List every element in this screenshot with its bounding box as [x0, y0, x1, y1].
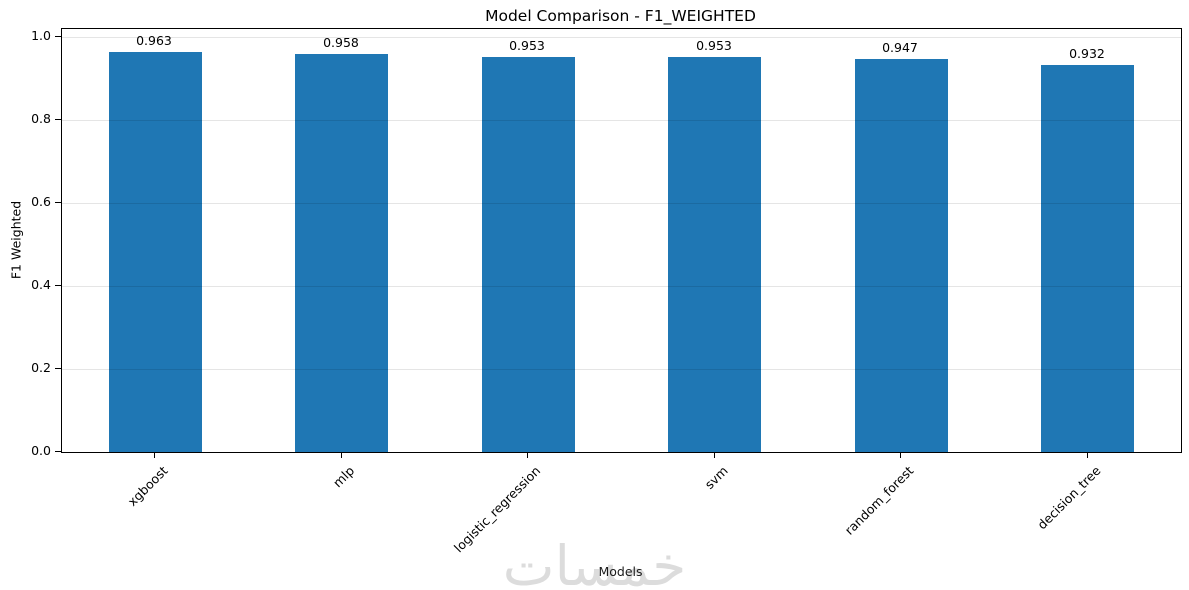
x-tick-mark: [1087, 452, 1088, 458]
y-tick-label-0.8: 0.8: [31, 111, 51, 126]
bar-value-label-decision_tree: 0.932: [1069, 46, 1105, 61]
y-tick-label-0.4: 0.4: [31, 277, 51, 292]
y-tick-mark: [55, 36, 61, 37]
bar-xgboost: [109, 52, 202, 452]
x-tick-label-decision_tree: decision_tree: [1034, 463, 1104, 533]
bar-value-label-logistic_regression: 0.953: [509, 38, 545, 53]
y-tick-label-0.6: 0.6: [31, 194, 51, 209]
y-tick-mark: [55, 202, 61, 203]
gridline-y-1: [62, 37, 1181, 38]
gridline-y-0.8: [62, 120, 1181, 121]
y-tick-mark: [55, 285, 61, 286]
y-axis-label: F1 Weighted: [8, 200, 24, 280]
y-tick-label-0.2: 0.2: [31, 360, 51, 375]
x-tick-mark: [341, 452, 342, 458]
y-tick-mark: [55, 451, 61, 452]
y-tick-mark: [55, 368, 61, 369]
bar-svm: [668, 57, 761, 452]
gridline-y-0.6: [62, 203, 1181, 204]
bar-logistic_regression: [482, 57, 575, 452]
watermark-text: خمسات: [502, 534, 687, 590]
x-tick-label-anchor: decision_tree: [793, 460, 1103, 532]
bar-value-label-mlp: 0.958: [323, 35, 359, 50]
x-axis-label: Models: [598, 564, 643, 579]
plot-area: [61, 28, 1182, 453]
x-tick-mark: [900, 452, 901, 458]
bar-random_forest: [855, 59, 948, 452]
bar-mlp: [295, 54, 388, 452]
bar-value-label-random_forest: 0.947: [882, 40, 918, 55]
y-tick-label-0.0: 0.0: [31, 443, 51, 458]
bar-decision_tree: [1041, 65, 1134, 452]
gridline-y-0.2: [62, 369, 1181, 370]
y-tick-label-1.0: 1.0: [31, 28, 51, 43]
bar-value-label-xgboost: 0.963: [136, 33, 172, 48]
x-tick-mark: [527, 452, 528, 458]
bar-value-label-svm: 0.953: [696, 38, 732, 53]
x-tick-mark: [714, 452, 715, 458]
y-tick-mark: [55, 119, 61, 120]
x-tick-mark: [154, 452, 155, 458]
gridline-y-0.4: [62, 286, 1181, 287]
chart-title: Model Comparison - F1_WEIGHTED: [485, 7, 756, 25]
